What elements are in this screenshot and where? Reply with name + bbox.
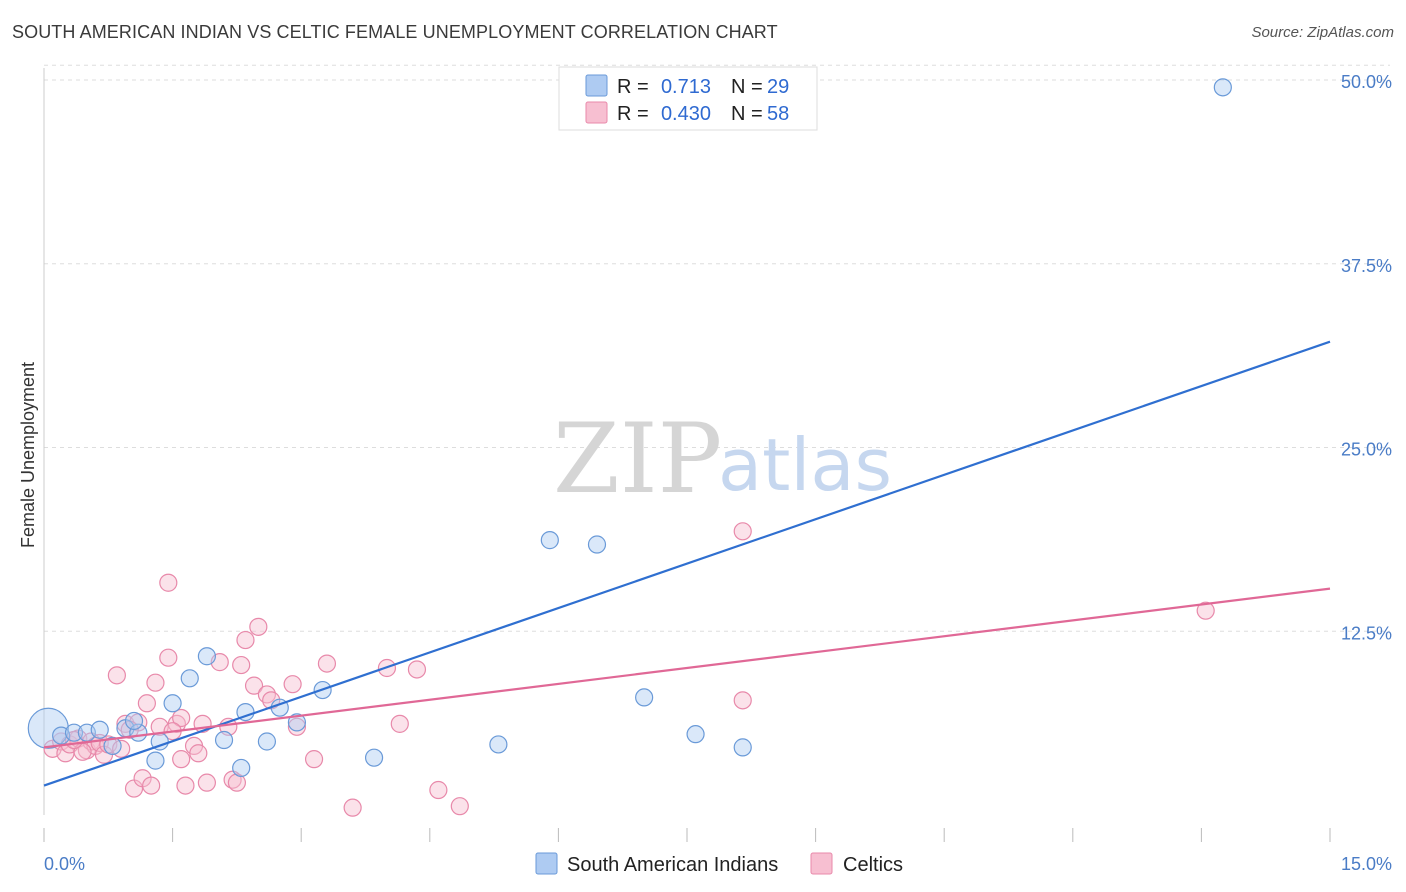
trend-lines: [43, 340, 1331, 787]
x-tick-label-min: 0.0%: [44, 854, 85, 874]
celtics-point: [172, 708, 191, 728]
south-american-indians-point: [124, 711, 144, 731]
x-tick-label-max: 15.0%: [1341, 854, 1392, 874]
celtics-point: [317, 654, 337, 673]
celtics-point: [343, 798, 362, 817]
celtics-point: [304, 750, 324, 769]
south-american-indians-point: [90, 720, 109, 739]
legend-n-value-2: 58: [767, 103, 789, 125]
south-american-indians-point: [197, 647, 216, 666]
legend-swatch-blue: [585, 74, 608, 97]
celtics-point: [390, 714, 409, 733]
legend-r-value-1: 0.713: [661, 76, 711, 98]
y-tick-label: 25.0%: [1341, 440, 1392, 460]
legend-n-value-1: 29: [767, 76, 789, 98]
south-american-indians-point: [635, 688, 654, 707]
celtics-point: [244, 676, 264, 695]
celtics-point: [197, 773, 216, 792]
celtics-point: [283, 675, 302, 694]
south-american-indians-point: [232, 758, 251, 778]
legend-n-label-2: N =: [731, 103, 763, 125]
celtics-point: [232, 655, 251, 675]
celtics-point: [137, 694, 156, 713]
y-tick-labels: 12.5% 25.0% 37.5% 50.0%: [1341, 72, 1392, 643]
south-american-indians-point: [540, 531, 559, 550]
legend-n-label-1: N =: [731, 76, 763, 98]
south-american-indians-point: [257, 732, 277, 751]
celtics-point: [450, 797, 469, 816]
x-tick-labels: 0.0% 15.0%: [44, 854, 1392, 874]
south-american-indians-point: [587, 535, 607, 554]
south-american-indians-point: [146, 751, 165, 770]
legend-r-value-2: 0.430: [661, 103, 711, 125]
trend-line-south-american-indians: [43, 340, 1331, 787]
legend-swatch-pink: [585, 101, 608, 124]
celtics-point: [189, 744, 208, 763]
celtics-point: [227, 773, 246, 792]
celtics-point: [407, 660, 427, 679]
axes: [43, 68, 1331, 842]
south-american-indians-point: [489, 735, 508, 754]
celtics-point: [429, 780, 448, 800]
south-american-indians-point: [364, 748, 384, 767]
y-tick-label: 50.0%: [1341, 72, 1392, 92]
series-legend-label-pink: Celtics: [843, 854, 903, 876]
watermark: ZIP atlas: [553, 403, 892, 515]
south-american-indians-point: [163, 694, 182, 713]
stats-legend: R = 0.713 N = 29 R = 0.430 N = 58: [558, 66, 818, 131]
series-legend-swatch-pink: [810, 852, 833, 875]
south-american-indians-point: [1213, 78, 1232, 97]
south-american-indians-point: [214, 730, 234, 750]
celtics-point: [1196, 601, 1215, 620]
trend-line-celtics: [43, 587, 1331, 749]
south-american-indians-point: [180, 669, 199, 688]
celtics-point: [176, 776, 195, 795]
celtics-point: [733, 522, 752, 541]
legend-r-label-1: R =: [617, 76, 649, 98]
grid: [44, 64, 1390, 632]
y-tick-label: 37.5%: [1341, 256, 1392, 276]
south-american-indians-point: [27, 707, 69, 749]
celtics-point: [146, 673, 165, 692]
celtics-points: [43, 522, 1215, 817]
y-axis-label: Female Unemployment: [18, 362, 38, 548]
series-legend-label-blue: South American Indians: [567, 854, 778, 876]
watermark-atlas: atlas: [718, 423, 892, 507]
y-tick-label: 12.5%: [1341, 623, 1392, 643]
celtics-point: [159, 648, 178, 667]
celtics-point: [172, 750, 191, 769]
celtics-point: [236, 630, 255, 650]
celtics-point: [287, 717, 307, 736]
celtics-point: [159, 573, 178, 592]
south-american-indians-point: [287, 713, 307, 732]
series-legend-swatch-blue: [535, 852, 558, 875]
south-american-indians-point: [733, 738, 752, 757]
south-american-indians-point: [686, 725, 705, 744]
south-american-indians-point: [64, 723, 84, 742]
south-american-indians-point: [103, 736, 122, 756]
series-legend: South American Indians Celtics: [535, 852, 903, 876]
chart-title: SOUTH AMERICAN INDIAN VS CELTIC FEMALE U…: [12, 22, 778, 42]
source-label: Source: ZipAtlas.com: [1251, 24, 1394, 41]
celtics-point: [733, 691, 752, 710]
watermark-zip: ZIP: [553, 403, 722, 515]
celtics-point: [142, 776, 161, 795]
celtics-point: [107, 666, 126, 685]
legend-r-label-2: R =: [617, 103, 649, 125]
celtics-point: [249, 617, 268, 636]
